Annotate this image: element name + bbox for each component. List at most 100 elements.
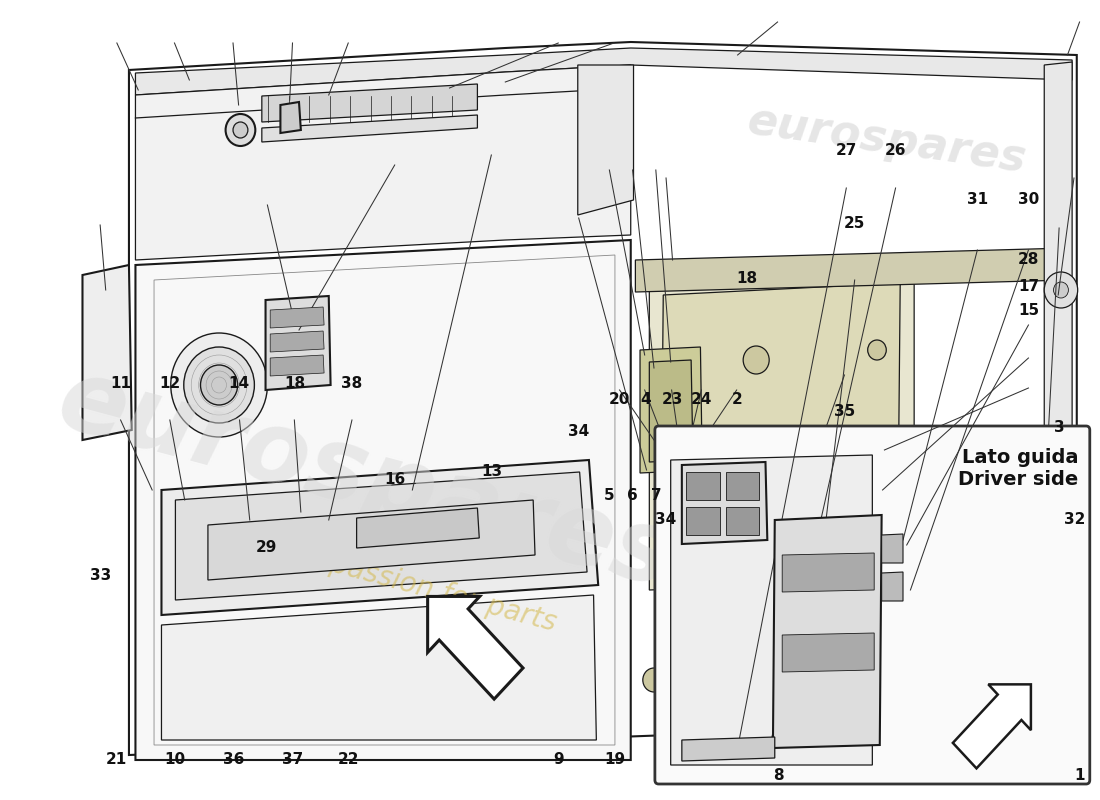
Text: 13: 13 (482, 465, 503, 479)
Circle shape (1044, 272, 1078, 308)
Text: 10: 10 (164, 753, 186, 767)
Polygon shape (881, 534, 903, 563)
Polygon shape (649, 360, 693, 462)
Text: 5: 5 (604, 489, 615, 503)
Circle shape (170, 333, 267, 437)
Circle shape (903, 621, 916, 635)
Circle shape (903, 581, 916, 595)
Polygon shape (578, 65, 634, 215)
Polygon shape (881, 572, 903, 601)
Circle shape (226, 114, 255, 146)
Circle shape (642, 668, 666, 692)
Text: 30: 30 (1018, 193, 1040, 207)
Polygon shape (129, 42, 1077, 755)
Polygon shape (782, 553, 874, 592)
Text: 4: 4 (640, 393, 650, 407)
Text: 34: 34 (654, 513, 676, 527)
Polygon shape (682, 737, 774, 761)
Text: 38: 38 (341, 377, 362, 391)
Text: 25: 25 (844, 217, 866, 231)
Text: 34: 34 (568, 425, 590, 439)
Circle shape (1038, 634, 1049, 646)
Text: 31: 31 (967, 193, 988, 207)
Text: 8: 8 (772, 769, 783, 783)
Circle shape (744, 346, 769, 374)
Polygon shape (726, 507, 759, 535)
Text: 32: 32 (1064, 513, 1085, 527)
Polygon shape (428, 597, 522, 699)
Text: 14: 14 (229, 377, 250, 391)
Circle shape (710, 640, 725, 656)
Text: 20: 20 (609, 393, 630, 407)
Polygon shape (265, 296, 331, 390)
Circle shape (682, 598, 701, 618)
Text: eurospares: eurospares (744, 99, 1028, 181)
Polygon shape (135, 240, 630, 760)
Text: 33: 33 (90, 569, 111, 583)
Text: 24: 24 (691, 393, 712, 407)
Polygon shape (1044, 62, 1072, 720)
Polygon shape (726, 472, 759, 500)
Polygon shape (162, 595, 596, 740)
Polygon shape (262, 84, 477, 122)
Polygon shape (175, 472, 587, 600)
Circle shape (1054, 282, 1068, 298)
Text: 6: 6 (627, 489, 638, 503)
Circle shape (648, 365, 657, 375)
Polygon shape (135, 48, 1072, 95)
Circle shape (868, 340, 887, 360)
Circle shape (903, 541, 916, 555)
Text: 2: 2 (732, 393, 742, 407)
Polygon shape (782, 633, 874, 672)
Text: 23: 23 (662, 393, 683, 407)
Polygon shape (820, 487, 900, 550)
Text: 35: 35 (834, 405, 855, 419)
Circle shape (691, 640, 706, 656)
Text: 36: 36 (222, 753, 244, 767)
Text: 21: 21 (106, 753, 128, 767)
Text: Driver side: Driver side (958, 470, 1079, 489)
Text: 37: 37 (282, 753, 304, 767)
Polygon shape (773, 515, 881, 748)
Polygon shape (271, 331, 324, 352)
Polygon shape (649, 268, 914, 590)
Polygon shape (661, 492, 812, 588)
Circle shape (770, 560, 780, 570)
Polygon shape (682, 462, 768, 544)
Text: 11: 11 (110, 377, 131, 391)
Polygon shape (262, 115, 477, 142)
Polygon shape (636, 248, 1067, 292)
Text: 29: 29 (256, 541, 277, 555)
Text: 12: 12 (160, 377, 180, 391)
Text: eurospares: eurospares (47, 351, 684, 609)
Circle shape (705, 598, 724, 618)
Polygon shape (135, 65, 630, 260)
Polygon shape (640, 347, 702, 473)
Text: 16: 16 (384, 473, 405, 487)
Circle shape (648, 440, 657, 450)
Polygon shape (271, 307, 324, 328)
Text: 28: 28 (1018, 253, 1040, 267)
Polygon shape (271, 355, 324, 376)
Polygon shape (671, 455, 872, 765)
Polygon shape (634, 60, 1072, 720)
Text: 9: 9 (553, 753, 563, 767)
Text: Lato guida: Lato guida (962, 448, 1079, 467)
Polygon shape (162, 460, 598, 615)
Polygon shape (280, 102, 301, 133)
Polygon shape (686, 507, 719, 535)
Circle shape (684, 744, 694, 754)
Text: a passion for parts: a passion for parts (302, 543, 560, 637)
Text: 7: 7 (651, 489, 662, 503)
Polygon shape (953, 684, 1031, 768)
Text: 18: 18 (737, 271, 758, 286)
Circle shape (233, 122, 248, 138)
Circle shape (648, 415, 657, 425)
Circle shape (763, 553, 785, 577)
Circle shape (200, 365, 238, 405)
FancyBboxPatch shape (654, 426, 1090, 784)
Polygon shape (356, 508, 480, 548)
Text: 27: 27 (836, 143, 857, 158)
Text: 26: 26 (884, 143, 906, 158)
Text: 17: 17 (1018, 279, 1040, 294)
